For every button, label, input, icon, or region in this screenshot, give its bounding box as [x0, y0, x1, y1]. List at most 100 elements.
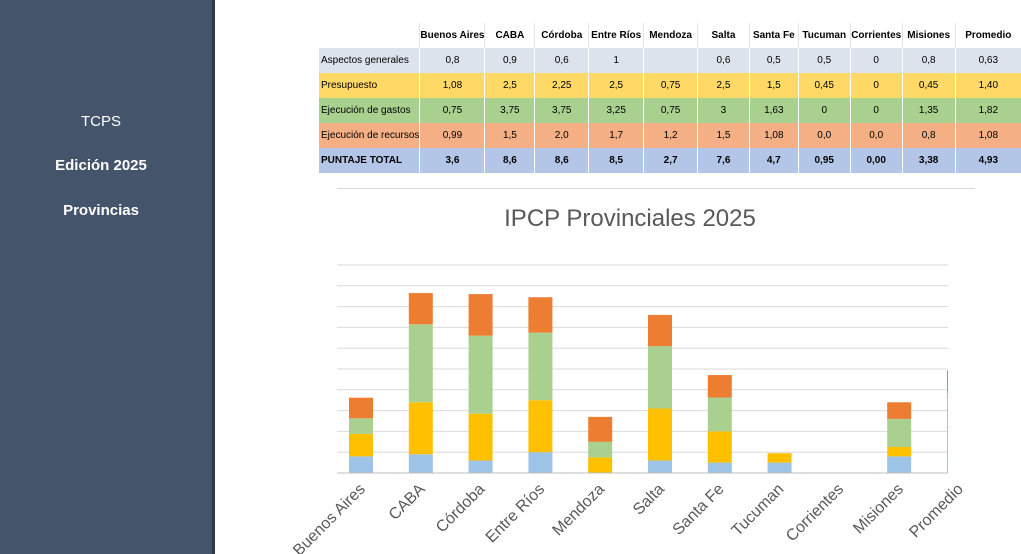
table-cell: 1,7 [588, 123, 644, 148]
table-cell: 0,45 [797, 73, 851, 98]
table-cell: 3,75 [484, 98, 535, 123]
table-cell: 0 [849, 73, 903, 98]
table-cell: 1 [588, 48, 644, 73]
table-cell: 0,75 [419, 98, 485, 123]
bar-segment [707, 431, 732, 463]
table-cell: 2,25 [534, 73, 589, 98]
bar-segment [528, 297, 553, 333]
bar-segment [648, 346, 672, 409]
table-cell: 0,00 [849, 148, 903, 173]
x-tick-label: Corrientes [783, 481, 847, 545]
table-cell: 1,5 [748, 73, 799, 98]
table-row: Ejecución de gastos 0,75 3,75 3,75 3,25 0,75 3… [319, 98, 1021, 123]
table-cell: 3,38 [901, 148, 956, 173]
table-corner-cell [319, 23, 420, 48]
table-cell: 1,08 [954, 123, 1021, 148]
bar-segment [349, 456, 373, 473]
table-column-header: CABA [484, 23, 535, 48]
table-cell: 8,5 [588, 148, 644, 173]
sidebar [0, 0, 212, 554]
table-cell: 2,5 [484, 73, 535, 98]
table-cell: 2,5 [697, 73, 750, 98]
table-cell: 0,6 [534, 48, 589, 73]
table-cell: 4,93 [954, 148, 1021, 173]
bar-segment [408, 293, 433, 325]
table-row-label: PUNTAJE TOTAL [321, 155, 403, 166]
table-cell: 0,63 [954, 48, 1021, 73]
table-cell: 0,45 [901, 73, 956, 98]
table-cell: 1,2 [643, 123, 698, 148]
bar-segment [707, 462, 732, 473]
table-cell: 0 [797, 98, 851, 123]
table-column-header: Mendoza [643, 23, 698, 48]
bar-segment [707, 397, 732, 432]
table-cell: 1,82 [954, 98, 1021, 123]
table-cell: 1,08 [748, 123, 799, 148]
table-cell [643, 48, 698, 73]
x-tick-label: Mendoza [549, 481, 608, 540]
table-cell: 0,8 [901, 48, 956, 73]
table-row: Ejecución de recursos 0,99 1,5 2,0 1,7 1,2 1,5… [319, 123, 1021, 148]
x-tick-label: Córdoba [433, 481, 488, 536]
bar-segment [349, 397, 373, 419]
bar-segment [588, 416, 613, 442]
table-cell: 8,6 [534, 148, 589, 173]
bar-segment [648, 314, 672, 347]
table-cell: 3 [697, 98, 750, 123]
table-header-row: Buenos Aires CABA Córdoba Entre Ríos Mendoza… [319, 23, 1021, 48]
table-column-header: Buenos Aires [419, 23, 485, 48]
bar-segment [408, 454, 433, 473]
bar-segment [947, 430, 948, 460]
table-cell: 2,5 [588, 73, 644, 98]
table-column-header: Entre Ríos [588, 23, 644, 48]
bar-segment [408, 402, 433, 455]
bar-segment [887, 447, 912, 457]
score-table: Buenos Aires CABA Córdoba Entre Ríos Mendoza… [319, 23, 1021, 173]
chart-separator [337, 188, 975, 189]
bar-segment [887, 402, 912, 419]
sidebar-edge [212, 0, 215, 554]
table-cell: 8,6 [484, 148, 535, 173]
bar-segment [408, 324, 433, 403]
bar-segment [648, 460, 672, 473]
sidebar-label-tcps: TCPS [80, 113, 121, 130]
table-cell: 0,5 [797, 48, 851, 73]
bar-segment [887, 456, 912, 473]
table-column-header: Córdoba [534, 23, 589, 48]
x-tick-label: Promedio [906, 481, 967, 542]
table-row: Presupuesto 1,08 2,5 2,25 2,5 0,75 2,5 1,5 0,45 0… [319, 73, 1021, 98]
table-cell: 2,7 [643, 148, 698, 173]
table-cell: 0,9 [484, 48, 535, 73]
table-cell: 0,75 [643, 73, 698, 98]
sidebar-label-edition: Edición 2025 [55, 157, 147, 174]
bar-segment [947, 392, 948, 431]
bar-segment [707, 375, 732, 398]
table-cell: 1,08 [419, 73, 485, 98]
table-cell: 0,0 [849, 123, 903, 148]
table-row-label: Ejecución de recursos [321, 130, 420, 141]
table-cell: 0,75 [643, 98, 698, 123]
bar-segment [349, 433, 373, 457]
table-cell: 0,5 [748, 48, 799, 73]
table-cell: 1,63 [748, 98, 799, 123]
table-total-row: PUNTAJE TOTAL 3,6 8,6 8,6 8,5 2,7 7,6 4,7 0,95 0,… [319, 148, 1021, 173]
table-column-header: Santa Fe [748, 23, 799, 48]
bar-segment [528, 400, 553, 453]
table-cell: 7,6 [697, 148, 750, 173]
table-column-header: Promedio [954, 23, 1021, 48]
x-tick-label: Misiones [850, 481, 907, 538]
table-row-label: Aspectos generales [321, 55, 409, 66]
table-row-label: Ejecución de gastos [321, 105, 411, 116]
table-cell: 2,0 [534, 123, 589, 148]
bar-segment [468, 413, 493, 461]
bar-segment [947, 370, 948, 393]
x-tick-label: CABA [386, 481, 429, 524]
table-cell: 0,6 [697, 48, 750, 73]
table-row-label: Presupuesto [321, 80, 378, 91]
table-cell: 1,5 [484, 123, 535, 148]
table-column-header: Misiones [901, 23, 956, 48]
table-cell: 0,8 [419, 48, 485, 73]
table-cell: 3,75 [534, 98, 589, 123]
table-cell: 1,5 [697, 123, 750, 148]
